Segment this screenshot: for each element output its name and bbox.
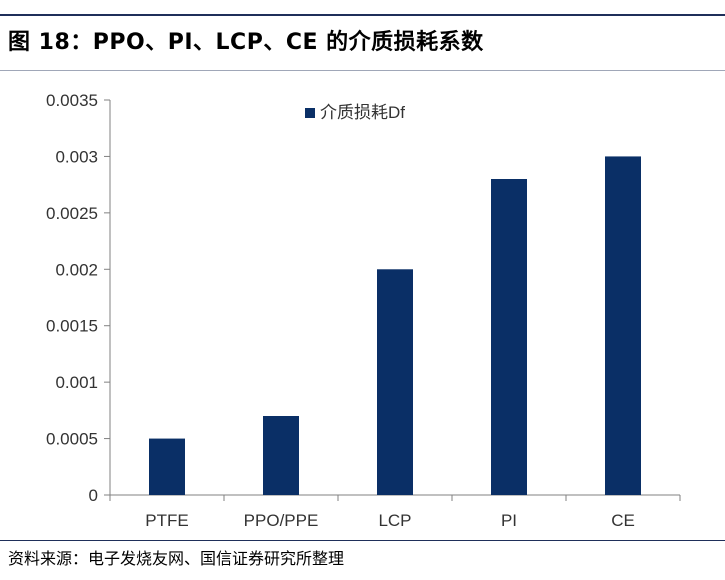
bar-lcp bbox=[377, 269, 413, 495]
legend: 介质损耗Df bbox=[305, 103, 405, 122]
bar-chart: 0 0.0005 0.001 0.0015 0.002 0.0025 0.003 0.0035… bbox=[46, 91, 681, 530]
y-tick-label: 0.0015 bbox=[46, 317, 98, 336]
y-tick-label: 0.0005 bbox=[46, 430, 98, 449]
bar-ce bbox=[605, 156, 641, 495]
y-tick-label: 0.0035 bbox=[46, 91, 98, 110]
figure-title: 图 18：PPO、PI、LCP、CE 的介质损耗系数 bbox=[8, 30, 484, 55]
bar-pi bbox=[491, 179, 527, 495]
header-rule bbox=[0, 14, 725, 16]
source-note: 资料来源：电子发烧友网、国信证券研究所整理 bbox=[8, 549, 345, 568]
x-tick-label: PPO/PPE bbox=[244, 511, 319, 530]
x-tick-label: LCP bbox=[378, 511, 411, 530]
bar-series bbox=[149, 156, 641, 495]
title-divider bbox=[0, 70, 725, 71]
bar-ptfe bbox=[149, 438, 185, 495]
x-tick-label: PTFE bbox=[145, 511, 188, 530]
bar-ppo-ppe bbox=[263, 416, 299, 495]
y-tick-label: 0.002 bbox=[55, 260, 98, 279]
y-tick-label: 0.0025 bbox=[46, 204, 98, 223]
y-tick-label: 0 bbox=[89, 486, 98, 505]
legend-label: 介质损耗Df bbox=[320, 103, 405, 122]
y-axis: 0 0.0005 0.001 0.0015 0.002 0.0025 0.003 0.0035 bbox=[46, 91, 111, 505]
x-tick-label: PI bbox=[501, 511, 517, 530]
y-tick-label: 0.001 bbox=[55, 373, 98, 392]
y-tick-label: 0.003 bbox=[55, 147, 98, 166]
x-axis: PTFE PPO/PPE LCP PI CE bbox=[109, 494, 681, 530]
x-tick-label: CE bbox=[611, 511, 635, 530]
footer-rule bbox=[0, 540, 725, 541]
legend-swatch bbox=[305, 108, 315, 118]
